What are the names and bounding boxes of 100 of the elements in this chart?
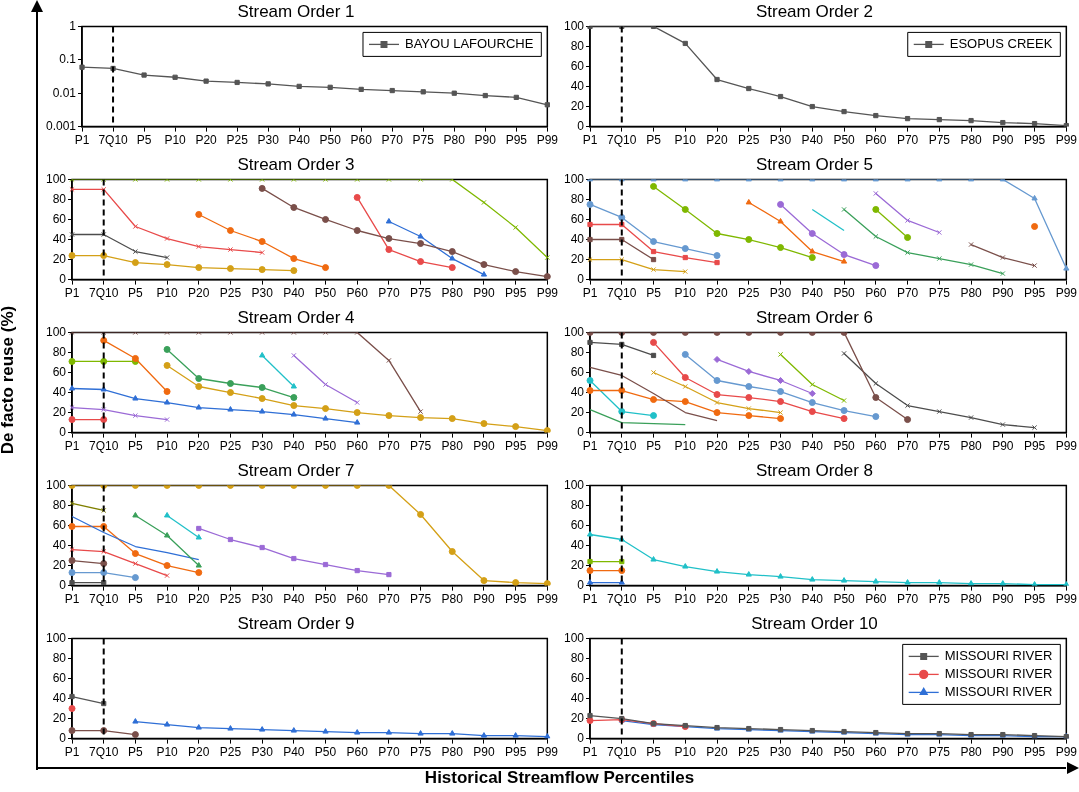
- x-tick-label: P25: [226, 133, 249, 148]
- chart-title: Stream Order 9: [237, 613, 355, 633]
- x-tick-label: P50: [833, 286, 856, 301]
- x-tick-label: P5: [646, 133, 662, 148]
- x-tick-label: P20: [706, 439, 729, 454]
- x-tick-label: P90: [992, 745, 1014, 760]
- y-tick-label: 0: [577, 118, 585, 133]
- y-tick-label: 20: [52, 710, 67, 725]
- x-tick-label: P20: [188, 745, 210, 760]
- legend-label: BAYOU LAFOURCHE: [404, 35, 534, 51]
- x-tick-label: P80: [441, 745, 464, 760]
- x-tick-label: P80: [441, 592, 464, 607]
- x-tick-label: P70: [381, 133, 404, 148]
- x-tick-label: P75: [928, 745, 951, 760]
- y-tick-label: 20: [52, 557, 67, 572]
- x-tick-label: P70: [378, 745, 400, 760]
- x-tick-label: P30: [769, 133, 792, 148]
- x-tick-label: P30: [769, 286, 792, 301]
- x-tick-label: P10: [156, 592, 179, 607]
- x-tick-label: P5: [128, 745, 144, 760]
- x-tick-label: P5: [646, 592, 662, 607]
- x-tick-label: P25: [219, 286, 242, 301]
- y-tick-label: 20: [570, 710, 585, 725]
- chart-title: Stream Order 7: [237, 460, 355, 480]
- chart-title: Stream Order 4: [237, 307, 355, 327]
- y-tick-label: 100: [563, 477, 585, 492]
- y-tick-label: 80: [570, 497, 585, 512]
- y-tick-label: 40: [52, 690, 67, 705]
- x-tick-label: 7Q10: [89, 592, 119, 607]
- x-tick-label: P75: [409, 592, 432, 607]
- x-tick-label: P40: [801, 133, 824, 148]
- y-tick-label: 80: [52, 344, 67, 359]
- y-tick-label: 0.01: [52, 85, 77, 100]
- y-tick-label: 60: [52, 211, 67, 226]
- y-tick-label: 20: [570, 98, 585, 113]
- y-tick-label: 60: [570, 517, 585, 532]
- x-tick-label: P30: [769, 592, 792, 607]
- x-tick-label: P60: [865, 439, 887, 454]
- x-tick-label: P40: [283, 439, 305, 454]
- y-tick-label: 40: [570, 384, 585, 399]
- x-tick-label: P10: [674, 286, 697, 301]
- x-tick-label: P75: [928, 286, 951, 301]
- x-tick-label: P40: [801, 592, 824, 607]
- x-tick-label: P95: [505, 133, 528, 148]
- y-tick-label: 100: [563, 18, 585, 33]
- x-tick-label: P20: [706, 133, 729, 148]
- x-tick-label: P95: [1023, 745, 1046, 760]
- x-tick-label: P60: [865, 745, 887, 760]
- x-tick-label: P5: [128, 286, 144, 301]
- x-tick-label: P50: [314, 592, 337, 607]
- x-tick-label: P80: [960, 745, 983, 760]
- y-tick-label: 40: [570, 231, 585, 246]
- y-tick-label: 100: [45, 630, 67, 645]
- y-tick-label: 60: [570, 58, 585, 73]
- x-tick-label: P10: [156, 745, 179, 760]
- y-tick-label: 100: [45, 171, 67, 186]
- text: Historical Streamflow Percentiles: [423, 768, 696, 788]
- x-tick-label: P1: [64, 592, 80, 607]
- legend-label: MISSOURI RIVER: [944, 683, 1053, 699]
- y-tick-label: 0: [59, 730, 67, 745]
- x-tick-label: 7Q10: [607, 745, 637, 760]
- y-tick-label: 1: [69, 18, 77, 33]
- x-tick-label: P75: [412, 133, 435, 148]
- x-tick-label: P30: [769, 439, 792, 454]
- x-tick-label: P50: [833, 745, 856, 760]
- x-tick-label: P90: [992, 439, 1014, 454]
- x-tick-label: P20: [706, 286, 729, 301]
- x-tick-label: P60: [346, 439, 369, 454]
- chart-title: Stream Order 3: [237, 154, 355, 174]
- y-tick-label: 20: [570, 251, 585, 266]
- x-tick-label: 7Q10: [607, 439, 637, 454]
- x-tick-label: P30: [251, 439, 274, 454]
- y-tick-label: 0: [577, 577, 585, 592]
- x-tick-label: P75: [409, 745, 432, 760]
- x-tick-label: P1: [64, 286, 80, 301]
- x-tick-label: P60: [865, 133, 887, 148]
- x-tick-label: P20: [188, 439, 210, 454]
- x-tick-label: P1: [582, 439, 598, 454]
- x-tick-label: P10: [164, 133, 187, 148]
- x-tick-label: P25: [738, 133, 760, 148]
- x-tick-label: 7Q10: [98, 133, 129, 148]
- x-tick-label: P99: [1055, 439, 1078, 454]
- x-tick-label: P70: [896, 745, 919, 760]
- x-tick-label: 7Q10: [607, 592, 637, 607]
- chart-title: Stream Order 2: [755, 1, 874, 21]
- x-tick-label: P1: [582, 745, 598, 760]
- y-tick-label: 60: [52, 670, 67, 685]
- y-tick-label: 40: [570, 690, 585, 705]
- x-tick-label: 7Q10: [89, 745, 119, 760]
- x-tick-label: P70: [896, 286, 919, 301]
- x-tick-label: P90: [992, 286, 1014, 301]
- x-tick-label: P80: [960, 286, 983, 301]
- x-tick-label: P80: [441, 439, 464, 454]
- x-tick-label: P95: [504, 286, 527, 301]
- x-tick-label: 7Q10: [89, 286, 119, 301]
- x-tick-label: P1: [64, 439, 80, 454]
- x-tick-label: P95: [1023, 439, 1046, 454]
- x-tick-label: P75: [928, 592, 951, 607]
- x-tick-label: P99: [536, 439, 559, 454]
- x-tick-label: P20: [188, 286, 210, 301]
